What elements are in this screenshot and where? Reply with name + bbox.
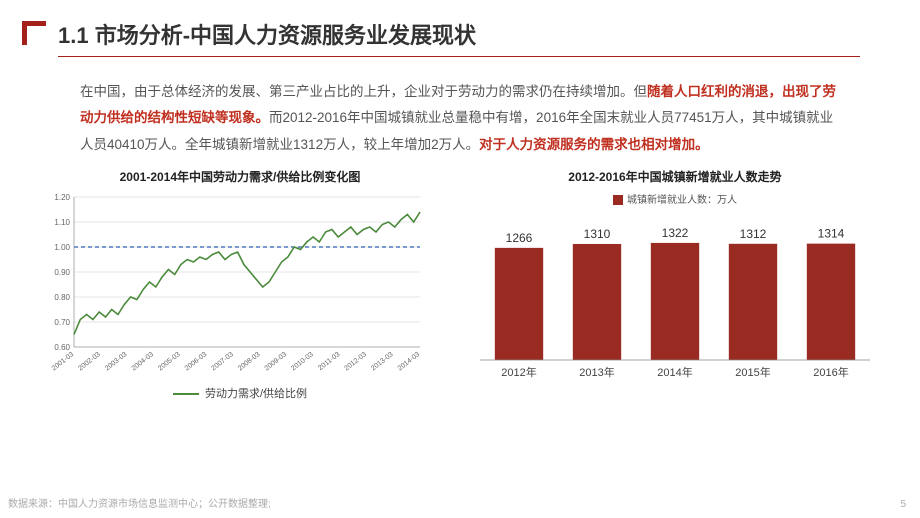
line-legend-swatch — [173, 393, 199, 395]
svg-text:2009-03: 2009-03 — [264, 351, 289, 372]
svg-text:2015年: 2015年 — [735, 365, 770, 379]
line-chart-wrap: 0.60 0.70 0.80 0.90 1.00 1.10 1.20 2001-032002-… — [40, 191, 440, 381]
svg-text:2006-03: 2006-03 — [184, 351, 209, 372]
bar-legend-swatch — [613, 195, 623, 205]
svg-text:0.70: 0.70 — [54, 318, 70, 327]
line-legend-label: 劳动力需求/供给比例 — [205, 388, 307, 400]
svg-text:2004-03: 2004-03 — [131, 351, 156, 372]
svg-text:1266: 1266 — [506, 231, 533, 245]
data-source: 数据来源：中国人力资源市场信息监测中心；公开数据整理; — [8, 495, 271, 510]
para-seg4-red: 对于人力资源服务的需求也相对增加。 — [479, 137, 709, 152]
svg-text:1.10: 1.10 — [54, 218, 70, 227]
bar-chart-legend: 城镇新增就业人数：万人 — [470, 191, 880, 206]
body-paragraph: 在中国，由于总体经济的发展、第三产业占比的上升，企业对于劳动力的需求仍在持续增加… — [80, 79, 840, 158]
svg-text:2013-03: 2013-03 — [370, 351, 395, 372]
svg-text:2012年: 2012年 — [501, 365, 536, 379]
svg-text:1310: 1310 — [584, 227, 611, 241]
svg-text:1.00: 1.00 — [54, 243, 70, 252]
charts-row: 2001-2014年中国劳动力需求/供给比例变化图 0.600.700.800.… — [40, 168, 880, 401]
svg-text:2014年: 2014年 — [657, 365, 692, 379]
svg-text:2008-03: 2008-03 — [237, 351, 262, 372]
bar-chart-title: 2012-2016年中国城镇新增就业人数走势 — [470, 168, 880, 185]
svg-text:1314: 1314 — [818, 227, 845, 241]
svg-text:1322: 1322 — [662, 226, 689, 240]
svg-text:0.60: 0.60 — [54, 343, 70, 352]
svg-text:2014-03: 2014-03 — [397, 351, 422, 372]
title-bar: 1.1 市场分析-中国人力资源服务业发展现状 — [0, 0, 920, 50]
svg-text:2007-03: 2007-03 — [210, 351, 235, 372]
svg-text:1312: 1312 — [740, 227, 767, 241]
bar-legend-label: 城镇新增就业人数：万人 — [627, 195, 737, 206]
bar-chart-box: 2012-2016年中国城镇新增就业人数走势 城镇新增就业人数：万人 1266 2… — [470, 168, 880, 401]
svg-text:2013年: 2013年 — [579, 365, 614, 379]
svg-text:0.90: 0.90 — [54, 268, 70, 277]
svg-text:2001-03: 2001-03 — [51, 351, 76, 372]
title-underline — [58, 56, 860, 57]
page-number: 5 — [900, 499, 906, 510]
bar-chart-svg: 1266 2012年 1310 2013年 1322 2014年 1312 2015年 1314… — [470, 214, 880, 384]
title-bracket-icon — [22, 21, 46, 45]
svg-text:2011-03: 2011-03 — [317, 351, 341, 372]
svg-text:1.20: 1.20 — [54, 193, 70, 202]
svg-text:2003-03: 2003-03 — [104, 351, 129, 372]
svg-text:2002-03: 2002-03 — [77, 351, 102, 372]
bar-chart-wrap: 1266 2012年 1310 2013年 1322 2014年 1312 2015年 1314… — [470, 214, 880, 384]
line-chart-legend: 劳动力需求/供给比例 — [40, 385, 440, 401]
svg-text:0.80: 0.80 — [54, 293, 70, 302]
svg-text:2016年: 2016年 — [813, 365, 848, 379]
line-chart-svg: 0.60 0.70 0.80 0.90 1.00 1.10 1.20 2001-032002-… — [40, 191, 430, 381]
line-chart-box: 2001-2014年中国劳动力需求/供给比例变化图 0.600.700.800.… — [40, 168, 440, 401]
para-seg1: 在中国，由于总体经济的发展、第三产业占比的上升，企业对于劳动力的需求仍在持续增加… — [80, 84, 647, 99]
svg-text:2012-03: 2012-03 — [343, 351, 368, 372]
page-title: 1.1 市场分析-中国人力资源服务业发展现状 — [58, 18, 476, 50]
svg-text:2010-03: 2010-03 — [290, 351, 315, 372]
line-chart-title: 2001-2014年中国劳动力需求/供给比例变化图 — [40, 168, 440, 185]
svg-text:2005-03: 2005-03 — [157, 351, 182, 372]
